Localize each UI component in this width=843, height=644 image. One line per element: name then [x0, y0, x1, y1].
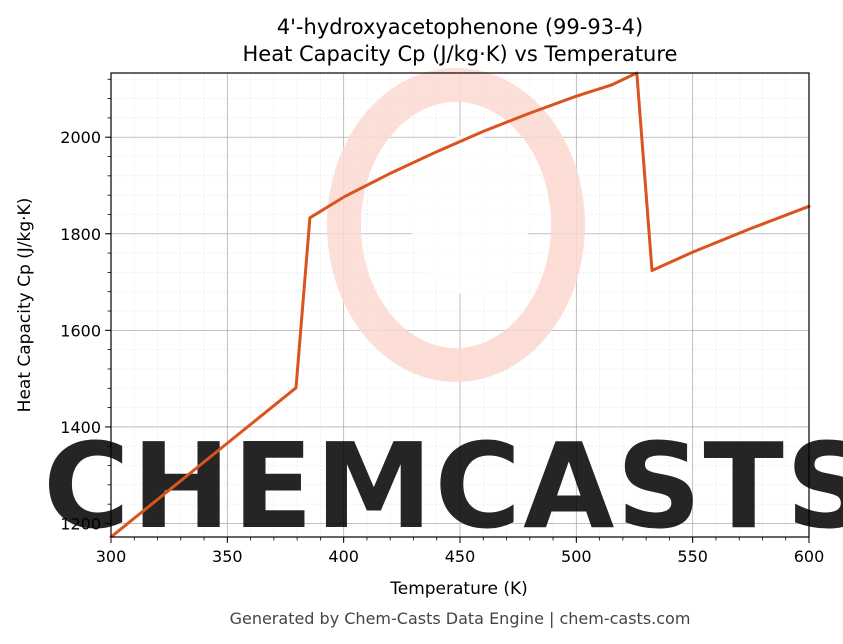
- y-tick-label: 1200: [60, 514, 101, 533]
- x-tick-label: 400: [328, 547, 359, 566]
- chart-subtitle: Heat Capacity Cp (J/kg·K) vs Temperature: [243, 42, 678, 66]
- x-tick-labels: 300 350 400 450 500 550 600: [96, 547, 825, 566]
- chart-title: 4'-hydroxyacetophenone (99-93-4): [277, 15, 643, 39]
- plot-frame: [110, 72, 810, 538]
- x-tick-label: 450: [445, 547, 476, 566]
- x-tick-label: 300: [96, 547, 127, 566]
- x-tick-label: 500: [561, 547, 592, 566]
- x-tick-label: 350: [212, 547, 243, 566]
- y-tick-label: 1600: [60, 321, 101, 340]
- y-tick-label: 1400: [60, 418, 101, 437]
- series-line-1: [109, 71, 811, 539]
- y-tick-label: 2000: [60, 128, 101, 147]
- y-axis-label: Heat Capacity Cp (J/kg·K): [15, 198, 35, 413]
- x-axis-label: Temperature (K): [389, 579, 528, 599]
- y-tick-label: 1800: [60, 225, 101, 244]
- watermark-text: CHEMCASTS: [43, 417, 843, 555]
- footer-credit: Generated by Chem-Casts Data Engine | ch…: [230, 609, 691, 628]
- y-tick-labels: 1200 1400 1600 1800 2000: [60, 128, 101, 533]
- x-tick-label: 600: [794, 547, 825, 566]
- x-tick-label: 550: [677, 547, 708, 566]
- series-layer: [109, 71, 811, 539]
